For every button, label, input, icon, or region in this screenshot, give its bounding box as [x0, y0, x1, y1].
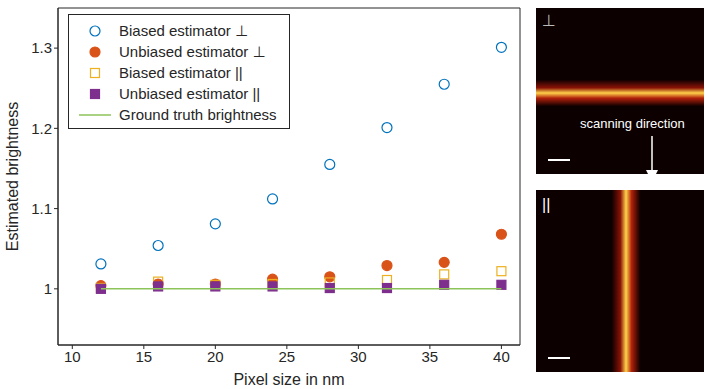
svg-text:Estimated brightness: Estimated brightness — [4, 102, 21, 251]
svg-text:1: 1 — [44, 280, 52, 297]
html-text:Unbiased estimator ⊥: Unbiased estimator ⊥ — [119, 42, 266, 60]
html-text:Ground truth brightness: Ground truth brightness — [119, 106, 277, 123]
svg-text:25: 25 — [279, 348, 296, 365]
svg-text:⊥: ⊥ — [542, 12, 556, 29]
svg-text:1.2: 1.2 — [31, 120, 52, 137]
svg-text:20: 20 — [207, 348, 224, 365]
svg-text:||: || — [542, 196, 550, 213]
svg-text:15: 15 — [135, 348, 152, 365]
html-text:Unbiased estimator ||: Unbiased estimator || — [119, 85, 261, 102]
svg-text:Pixel size in nm: Pixel size in nm — [233, 371, 344, 388]
svg-text:30: 30 — [350, 348, 367, 365]
html-text:Biased estimator ||: Biased estimator || — [119, 64, 243, 81]
svg-text:35: 35 — [422, 348, 439, 365]
svg-text:40: 40 — [493, 348, 510, 365]
svg-text:10: 10 — [64, 348, 81, 365]
svg-text:scanning direction: scanning direction — [580, 116, 685, 131]
svg-text:1.1: 1.1 — [31, 200, 52, 217]
svg-text:1.3: 1.3 — [31, 39, 52, 56]
html-text:Biased estimator ⊥: Biased estimator ⊥ — [119, 21, 248, 39]
